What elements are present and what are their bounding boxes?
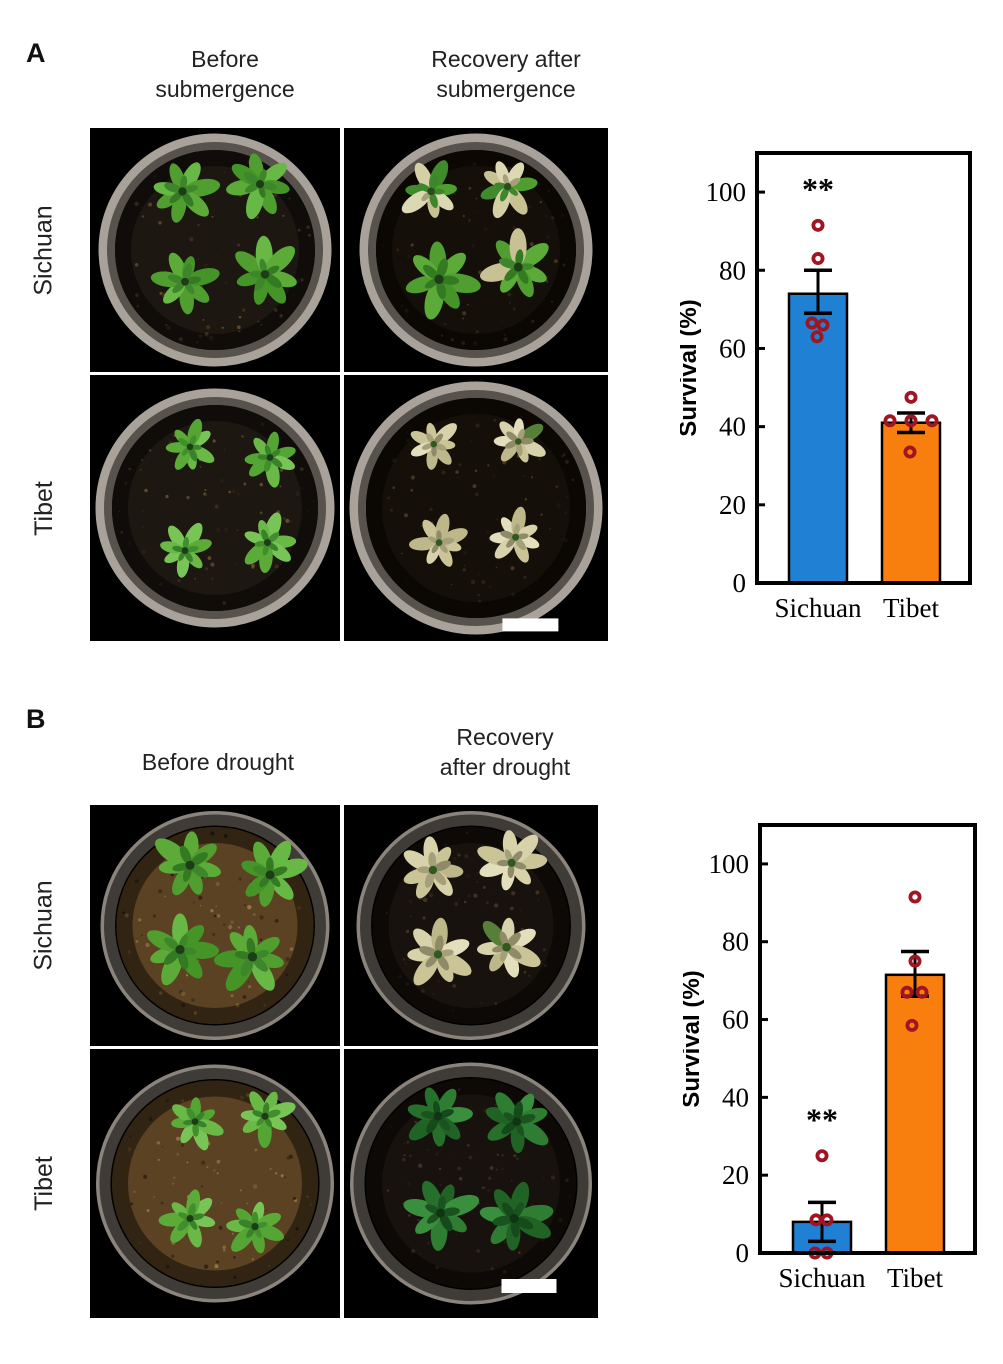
photo-tibet-before-drought — [90, 1049, 340, 1318]
y-tick-label: 0 — [736, 1238, 750, 1268]
column-header-before-submergence: Before submergence — [100, 44, 350, 104]
x-category-label: Tibet — [887, 1263, 944, 1293]
data-point — [904, 414, 918, 428]
y-tick-label: 80 — [722, 927, 749, 957]
plot-frame — [755, 151, 972, 585]
data-point — [908, 954, 922, 968]
y-axis-title: Survival (%) — [680, 299, 702, 436]
col-header-line: Before — [191, 46, 259, 72]
column-header-before-drought: Before drought — [93, 747, 343, 777]
data-point — [903, 445, 917, 459]
data-point — [908, 890, 922, 904]
photo-sichuan-before-submergence — [90, 128, 340, 372]
survival-chart-drought: ** Sichuan Tibet 0 20 40 60 80 100 Survival (%) — [683, 823, 977, 1293]
row-label-sichuan: Sichuan — [29, 880, 58, 971]
photo-sichuan-recovery-after-drought — [344, 805, 598, 1046]
row-label-tibet: Tibet — [29, 480, 58, 536]
data-point — [810, 330, 824, 344]
data-point — [805, 316, 819, 330]
x-category-label: Sichuan — [775, 593, 862, 623]
x-category-label: Tibet — [883, 593, 940, 623]
plot-frame — [758, 823, 977, 1255]
data-point — [925, 414, 939, 428]
row-label-sichuan: Sichuan — [29, 204, 58, 296]
y-tick-label: 20 — [722, 1160, 749, 1190]
data-point — [811, 252, 825, 266]
photo-tibet-recovery-after-drought — [344, 1049, 598, 1318]
photo-tibet-before-submergence — [90, 375, 340, 641]
significance-marker: ** — [806, 1101, 838, 1137]
data-point — [809, 1213, 823, 1227]
data-point — [900, 985, 914, 999]
scale-bar — [502, 618, 559, 632]
y-tick-label: 40 — [722, 1082, 749, 1112]
y-tick-label: 100 — [709, 849, 750, 879]
y-tick-label: 40 — [719, 412, 746, 442]
data-point — [816, 318, 830, 332]
y-axis-title: Survival (%) — [683, 970, 705, 1107]
y-tick-label: 60 — [722, 1005, 749, 1035]
panel-a-letter: A — [26, 38, 46, 68]
y-tick-label: 20 — [719, 490, 746, 520]
significance-marker: ** — [802, 171, 834, 207]
col-header-line: after drought — [439, 754, 571, 780]
y-tick-label: 0 — [733, 568, 747, 598]
data-point — [883, 414, 897, 428]
data-point — [904, 390, 918, 404]
col-header-line: Before drought — [141, 749, 295, 775]
photo-tibet-recovery-after-submergence — [344, 375, 608, 641]
y-tick-label: 60 — [719, 333, 746, 363]
scale-bar — [501, 1278, 557, 1293]
photo-sichuan-recovery-after-submergence — [344, 128, 608, 372]
survival-chart-submergence: ** Sichuan Tibet 0 20 40 60 80 100 Survival (%) — [680, 151, 972, 623]
col-header-line: Recovery — [456, 724, 554, 750]
panel-b-letter: B — [26, 704, 46, 734]
data-point — [820, 1213, 834, 1227]
col-header-line: submergence — [436, 76, 576, 102]
data-point — [815, 1149, 829, 1163]
data-point — [811, 218, 825, 232]
column-header-recovery-after-submergence: Recovery after submergence — [364, 44, 648, 104]
col-header-line: submergence — [155, 76, 295, 102]
column-header-recovery-after-drought: Recovery after drought — [373, 722, 637, 782]
data-point — [915, 985, 929, 999]
row-label-tibet: Tibet — [29, 1156, 58, 1211]
y-tick-label: 80 — [719, 255, 746, 285]
data-point — [905, 1018, 919, 1032]
x-category-label: Sichuan — [779, 1263, 866, 1293]
y-tick-label: 100 — [706, 177, 747, 207]
col-header-line: Recovery after — [431, 46, 581, 72]
photo-sichuan-before-drought — [90, 805, 340, 1046]
